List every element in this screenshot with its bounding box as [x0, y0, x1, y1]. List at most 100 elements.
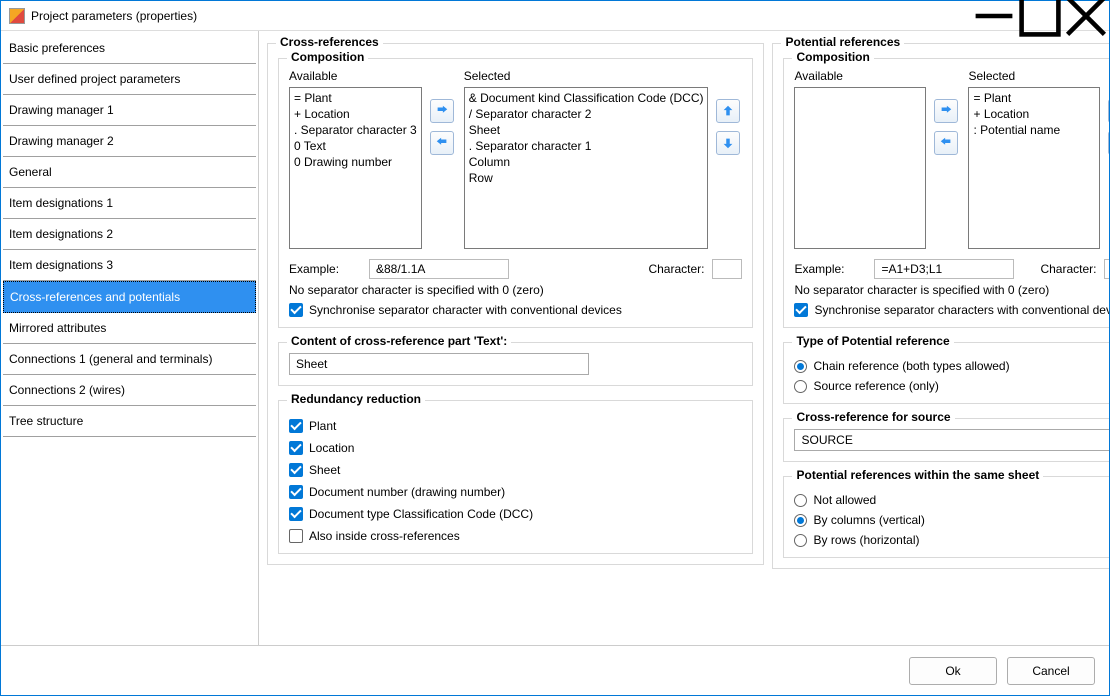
potential-example-row: Example: =A1+D3;L1 Character:: [794, 259, 1109, 279]
cross-available-list[interactable]: = Plant+ Location. Separator character 3…: [289, 87, 422, 249]
cross-character-input[interactable]: [712, 259, 742, 279]
cross-selected-list[interactable]: & Document kind Classification Code (DCC…: [464, 87, 709, 249]
redundancy-group: Redundancy reduction PlantLocationSheetD…: [278, 400, 753, 554]
sidebar: Basic preferencesUser defined project pa…: [1, 31, 259, 645]
checkbox-row[interactable]: Sheet: [289, 463, 742, 477]
move-down-button[interactable]: [1108, 131, 1109, 155]
list-item[interactable]: + Location: [973, 106, 1095, 122]
sidebar-item[interactable]: General: [3, 157, 256, 188]
maximize-button[interactable]: [1017, 1, 1063, 31]
cross-sync-row[interactable]: Synchronise separator character with con…: [289, 303, 742, 317]
sidebar-item[interactable]: Tree structure: [3, 406, 256, 437]
window: Project parameters (properties) Basic pr…: [0, 0, 1110, 696]
cross-selected-col: Selected & Document kind Classification …: [464, 69, 709, 249]
potential-available-col: Available: [794, 69, 926, 249]
checkbox[interactable]: [289, 419, 303, 433]
list-item[interactable]: Column: [469, 154, 704, 170]
potential-type-legend: Type of Potential reference: [792, 334, 953, 348]
radio[interactable]: [794, 514, 807, 527]
radio-label: By columns (vertical): [813, 513, 924, 527]
radio-row[interactable]: Not allowed: [794, 493, 1109, 507]
checkbox-row[interactable]: Also inside cross-references: [289, 529, 742, 543]
sidebar-item[interactable]: Item designations 2: [3, 219, 256, 250]
list-item[interactable]: 0 Drawing number: [294, 154, 417, 170]
list-item[interactable]: . Separator character 3: [294, 122, 417, 138]
potential-references-group: Potential references Composition Availab…: [772, 43, 1109, 569]
list-item[interactable]: Row: [469, 170, 704, 186]
content-text-group: Content of cross-reference part 'Text': …: [278, 342, 753, 386]
checkbox-row[interactable]: Location: [289, 441, 742, 455]
move-right-button[interactable]: [430, 99, 454, 123]
move-down-button[interactable]: [716, 131, 740, 155]
move-left-button[interactable]: [934, 131, 958, 155]
potential-selected-list[interactable]: = Plant+ Location: Potential name: [968, 87, 1100, 249]
cross-order-buttons: [716, 69, 742, 249]
sidebar-item[interactable]: Mirrored attributes: [3, 313, 256, 344]
radio[interactable]: [794, 534, 807, 547]
sidebar-item[interactable]: User defined project parameters: [3, 64, 256, 95]
checkbox[interactable]: [289, 485, 303, 499]
main: Cross-references Composition Available =…: [259, 31, 1109, 645]
sidebar-item[interactable]: Drawing manager 1: [3, 95, 256, 126]
sidebar-item[interactable]: Basic preferences: [3, 33, 256, 64]
move-left-button[interactable]: [430, 131, 454, 155]
same-sheet-group: Potential references within the same she…: [783, 476, 1109, 558]
cancel-button[interactable]: Cancel: [1007, 657, 1095, 685]
list-item[interactable]: = Plant: [294, 90, 417, 106]
checkbox[interactable]: [289, 463, 303, 477]
cross-example-label: Example:: [289, 262, 361, 276]
list-item[interactable]: : Potential name: [973, 122, 1095, 138]
list-item[interactable]: & Document kind Classification Code (DCC…: [469, 90, 704, 106]
content-text-input[interactable]: Sheet: [289, 353, 589, 375]
sidebar-item[interactable]: Item designations 3: [3, 250, 256, 281]
move-up-button[interactable]: [716, 99, 740, 123]
sidebar-item[interactable]: Connections 1 (general and terminals): [3, 344, 256, 375]
radio[interactable]: [794, 494, 807, 507]
minimize-button[interactable]: [971, 1, 1017, 31]
list-item[interactable]: Sheet: [469, 122, 704, 138]
sidebar-item[interactable]: Connections 2 (wires): [3, 375, 256, 406]
radio[interactable]: [794, 380, 807, 393]
checkbox-label: Also inside cross-references: [309, 529, 460, 543]
radio-row[interactable]: Source reference (only): [794, 379, 1109, 393]
radio-row[interactable]: By columns (vertical): [794, 513, 1109, 527]
cross-sync-label: Synchronise separator character with con…: [309, 303, 622, 317]
checkbox-row[interactable]: Plant: [289, 419, 742, 433]
potential-sync-checkbox[interactable]: [794, 303, 808, 317]
list-item[interactable]: + Location: [294, 106, 417, 122]
cross-sync-checkbox[interactable]: [289, 303, 303, 317]
radio-label: Chain reference (both types allowed): [813, 359, 1009, 373]
cross-character-label: Character:: [648, 262, 704, 276]
checkbox-row[interactable]: Document type Classification Code (DCC): [289, 507, 742, 521]
list-item[interactable]: / Separator character 2: [469, 106, 704, 122]
radio[interactable]: [794, 360, 807, 373]
potential-character-input[interactable]: [1104, 259, 1109, 279]
cross-move-buttons: [430, 69, 456, 249]
potential-sync-row[interactable]: Synchronise separator characters with co…: [794, 303, 1109, 317]
sidebar-item[interactable]: Drawing manager 2: [3, 126, 256, 157]
window-controls: [971, 1, 1109, 31]
source-input[interactable]: SOURCE: [794, 429, 1109, 451]
checkbox-row[interactable]: Document number (drawing number): [289, 485, 742, 499]
list-item[interactable]: . Separator character 1: [469, 138, 704, 154]
move-right-button[interactable]: [934, 99, 958, 123]
potential-references-column: Potential references Composition Availab…: [772, 37, 1109, 639]
same-sheet-legend: Potential references within the same she…: [792, 468, 1043, 482]
potential-selected-label: Selected: [968, 69, 1100, 83]
close-button[interactable]: [1063, 1, 1109, 31]
move-up-button[interactable]: [1108, 99, 1109, 123]
radio-row[interactable]: By rows (horizontal): [794, 533, 1109, 547]
checkbox[interactable]: [289, 529, 303, 543]
potential-note: No separator character is specified with…: [794, 283, 1109, 297]
list-item[interactable]: = Plant: [973, 90, 1095, 106]
potential-example-label: Example:: [794, 262, 866, 276]
list-item[interactable]: 0 Text: [294, 138, 417, 154]
radio-row[interactable]: Chain reference (both types allowed): [794, 359, 1109, 373]
ok-button[interactable]: Ok: [909, 657, 997, 685]
sidebar-item[interactable]: Cross-references and potentials: [3, 281, 256, 313]
cross-references-legend: Cross-references: [276, 35, 383, 49]
potential-available-list[interactable]: [794, 87, 926, 249]
checkbox[interactable]: [289, 441, 303, 455]
sidebar-item[interactable]: Item designations 1: [3, 188, 256, 219]
checkbox[interactable]: [289, 507, 303, 521]
